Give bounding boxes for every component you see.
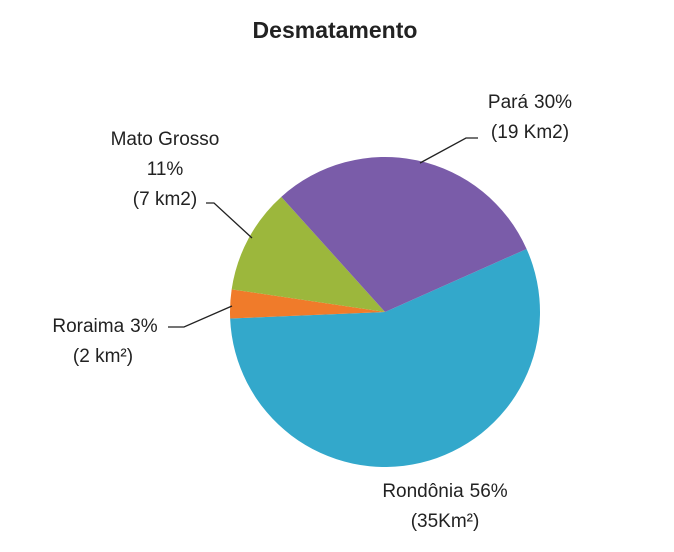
area-label: (19 Km2)	[491, 122, 569, 143]
leader-line	[168, 305, 233, 328]
slice-label: Pará 30%	[488, 92, 572, 113]
value-label: 30%	[534, 92, 572, 113]
pie-slice	[281, 156, 527, 312]
slice-label: 11%	[147, 159, 184, 180]
value-label: 11%	[147, 159, 184, 180]
area-label: (7 km2)	[133, 189, 197, 210]
slice-label: Mato Grosso	[111, 129, 220, 150]
area-label: (35Km²)	[411, 511, 480, 532]
category-name: Mato Grosso	[111, 129, 220, 150]
pie-slice	[229, 289, 385, 319]
slice-label: Rondônia 56%	[382, 481, 507, 502]
slice-label: (2 km²)	[73, 346, 133, 367]
leader-line	[419, 137, 478, 164]
area-label: (2 km²)	[73, 346, 133, 367]
category-name: Pará	[488, 92, 529, 113]
pie-slice	[230, 248, 540, 468]
slice-label: (35Km²)	[411, 511, 480, 532]
slice-label: (19 Km2)	[491, 122, 569, 143]
slice-label: (7 km2)	[133, 189, 197, 210]
category-name: Roraima	[52, 316, 124, 337]
value-label: 56%	[470, 481, 508, 502]
slice-label: Roraima 3%	[52, 316, 157, 337]
category-name: Rondônia	[382, 481, 464, 502]
leader-line	[206, 202, 253, 239]
pie-slice	[231, 196, 385, 312]
value-label: 3%	[130, 316, 158, 337]
chart-title: Desmatamento	[253, 17, 418, 43]
